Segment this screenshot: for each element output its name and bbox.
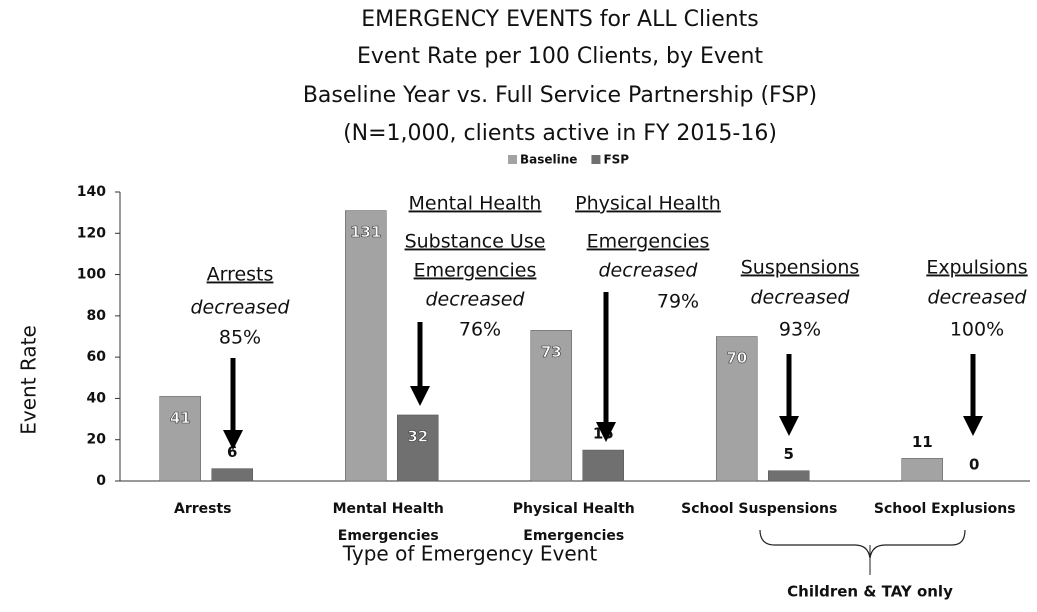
x-tick-label: School Explusions [874,501,1016,517]
value-label: 131 [350,223,381,241]
chart-title: Event Rate per 100 Clients, by Event [357,44,763,69]
annotation-text: decreased [928,287,1028,309]
annotation-heading: Emergencies [587,231,710,253]
y-tick-label: 120 [77,225,106,241]
value-label: 15 [593,425,614,443]
chart-title: Baseline Year vs. Full Service Partnersh… [303,83,817,108]
x-tick-label: Emergencies [523,528,624,544]
y-tick-label: 40 [87,390,107,406]
bar [716,336,758,482]
chart-title: EMERGENCY EVENTS for ALL Clients [361,7,759,32]
annotation-change: 85% [219,327,261,349]
annotation-heading: Physical Health [575,193,721,215]
value-label: 11 [912,433,933,451]
value-label: 73 [541,343,562,361]
annotation-heading: Arrests [207,264,274,286]
value-label: 41 [170,409,191,427]
legend-label: FSP [603,153,629,167]
bracket-label: Children & TAY only [787,583,953,601]
value-label: 70 [726,349,747,367]
x-tick-label: Emergencies [338,528,439,544]
bar [901,458,943,482]
bar [159,396,201,482]
annotation-heading: Mental Health [409,193,542,215]
value-label: 6 [227,443,237,461]
x-tick-label: Mental Health [333,501,444,517]
bar [345,210,387,482]
bracket [759,529,966,559]
chart-title: (N=1,000, clients active in FY 2015-16) [343,121,777,146]
legend-swatch [508,155,517,164]
annotation-heading: Emergencies [414,260,537,282]
y-tick-label: 140 [77,184,106,200]
y-tick-label: 0 [96,473,106,489]
annotation-change: 79% [657,291,699,313]
annotation-change: 76% [459,319,501,341]
bar [768,470,810,482]
annotation-text: decreased [599,260,699,282]
x-tick-label: Physical Health [513,501,635,517]
annotation-change: 100% [950,319,1004,341]
annotation-text: decreased [191,297,291,319]
legend-swatch [591,155,601,164]
x-tick-label: School Suspensions [681,501,837,517]
bar [582,449,624,482]
y-tick-label: 80 [87,308,107,324]
value-label: 0 [969,456,979,474]
y-axis-label: Event Rate [17,325,41,435]
bar [211,468,253,482]
x-tick-label: Arrests [174,501,232,517]
legend-label: Baseline [520,153,577,167]
y-tick-label: 60 [87,349,107,365]
y-tick-label: 20 [87,432,107,448]
bar [397,414,439,482]
annotation-change: 93% [779,319,821,341]
annotation-heading: Expulsions [926,257,1027,279]
annotation-text: decreased [426,289,526,311]
annotation-heading: Suspensions [741,257,860,279]
x-axis-label: Type of Emergency Event [342,542,598,566]
annotation-text: decreased [751,287,851,309]
value-label: 32 [407,427,428,445]
bar [530,330,572,482]
annotation-heading: Substance Use [405,231,546,253]
value-label: 5 [784,445,794,463]
y-tick-label: 100 [77,267,106,283]
